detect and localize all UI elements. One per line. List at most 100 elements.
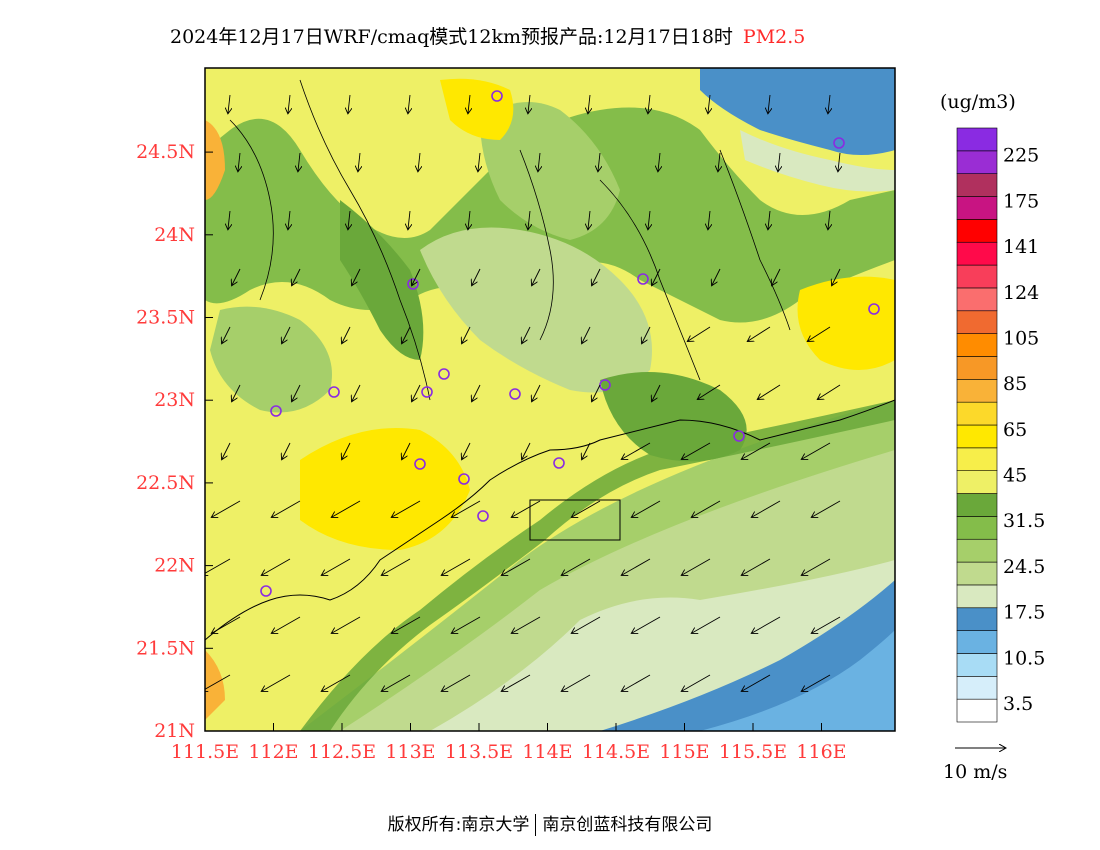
wind-arrow [472,268,481,285]
wind-arrow [528,210,530,229]
wind-arrow [522,442,531,459]
station-marker [328,386,340,398]
wind-arrow [708,210,710,229]
station-marker [477,510,489,522]
wind-arrow [622,442,651,459]
ne-blue-area [700,68,895,155]
wind-arrow [712,268,721,285]
pollutant-label: PM2.5 [742,26,806,48]
colorbar-swatch [956,241,998,266]
y-axis-ticks: 21N 21.5N 22N 22.5N 23N 23.5N 24N 24.5N [136,141,213,742]
wind-arrow [288,94,290,113]
wind-arrow [392,616,421,633]
wind-arrow [772,268,781,285]
north-mid-green [480,102,620,240]
colorbar-swatch [956,287,998,312]
west-mid-green [210,306,332,413]
copyright-prefix: 版权所有: [387,815,462,835]
wind-arrow [692,500,721,517]
wind-arrow [352,384,361,401]
colorbar-swatch [956,219,998,243]
wind-arrow [658,152,660,171]
colorbar-swatch [956,310,998,334]
wind-arrow [592,268,601,285]
wind-arrow [718,152,720,171]
wind-arrow [682,674,711,691]
wind-arrow [692,616,721,633]
wind-arrow [758,384,781,399]
wind-arrow [418,152,420,171]
colorbar-swatch [956,379,998,403]
wind-arrow [272,500,301,517]
wind-arrow [532,384,541,401]
colorbar-swatch [956,264,998,289]
wind-arrow [298,152,300,171]
wind-arrow [812,500,841,517]
wind-arrow [642,326,651,343]
wind-arrow [592,384,601,401]
colorbar-label: 124 [1003,282,1039,304]
wind-arrow [682,442,711,459]
wind-arrow [808,326,831,341]
copyright-org2: 南京创蓝科技有限公司 [542,815,713,835]
wind-arrow [698,384,721,399]
x-tick-label: 115E [659,741,709,763]
wind-arrow [468,94,470,113]
wind-arrow [622,558,651,575]
x-tick-label: 111.5E [171,741,239,763]
wind-arrow [462,442,471,459]
wind-arrow [322,558,351,575]
y-tick-label: 24.5N [136,141,195,163]
wind-arrow [598,152,600,171]
x-tick-label: 113E [385,741,435,763]
colorbar-label: 225 [1003,145,1039,167]
wind-arrow [348,94,350,113]
colorbar-swatch [956,561,998,586]
wind-arrow [652,384,661,401]
colorbar-swatch [956,698,998,723]
colorbar-swatch [956,447,998,471]
wind-arrow [532,268,541,285]
wind-arrow [742,442,771,459]
wind-arrow [408,210,410,229]
wind-arrow [768,210,770,229]
x-tick-label: 116E [796,741,846,763]
station-marker [491,90,503,102]
wind-arrow [828,210,830,229]
wind-arrow [742,558,771,575]
boundary-box [529,499,621,541]
wind-arrow [232,384,241,401]
station-marker [553,457,565,469]
wind-arrow [402,442,411,459]
station-marker [458,473,470,485]
colorbar-swatch [956,150,998,174]
central-light-green [420,227,652,393]
wind-arrow [205,674,231,691]
colorbar-swatch [956,424,998,449]
gold-blob-north [440,78,514,140]
wind-arrow [538,152,540,171]
colorbar-swatch [956,676,998,700]
wind-arrow [238,152,240,171]
wind-arrow [512,616,541,633]
station-marker [733,430,745,442]
wind-arrow [562,558,591,575]
wind-arrow [708,94,710,113]
wind-arrow [778,152,780,171]
copyright-org1: 南京大学 [461,815,530,835]
wind-arrow [632,616,661,633]
wind-arrow [502,674,531,691]
pm25-field [205,68,895,731]
wind-arrow [282,326,291,343]
wind-arrow [588,94,590,113]
colorbar: 3.5 10.5 17.5 24.5 31.5 45 65 85 105 124 141 175 225 [956,127,1045,723]
wind-arrow [288,210,290,229]
colorbar-swatch [956,653,998,677]
wind-arrow [348,210,350,229]
wind-arrow [528,94,530,113]
wind-arrow [342,442,351,459]
wind-arrow [262,674,291,691]
orange-edge-nw [205,120,225,200]
pearl-river-green [600,372,747,462]
